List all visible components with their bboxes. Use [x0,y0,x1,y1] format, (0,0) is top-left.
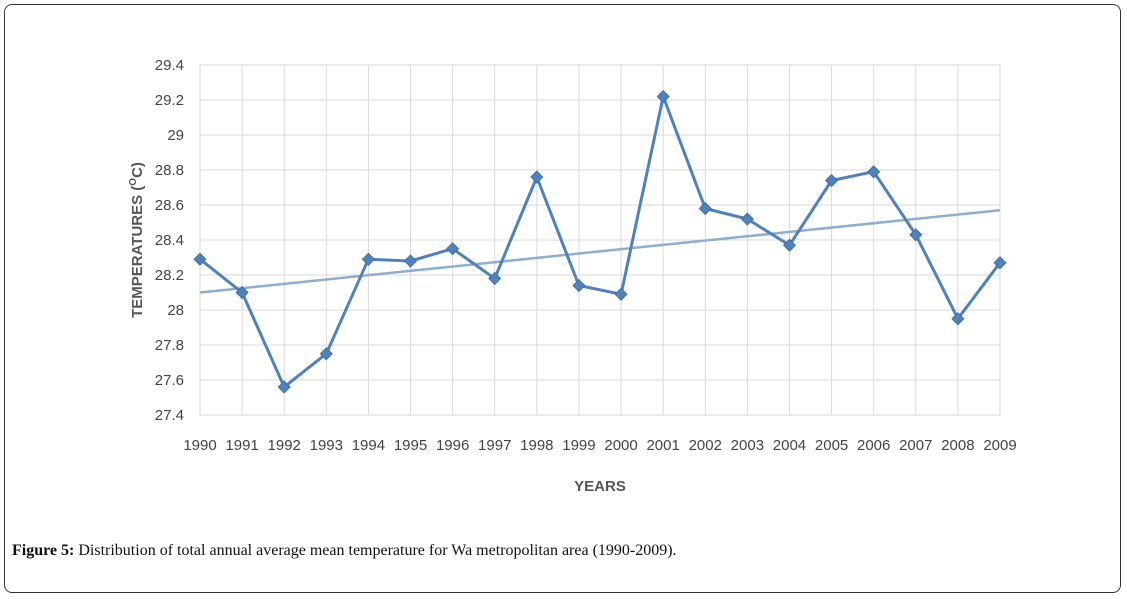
x-axis-title: YEARS [574,478,626,495]
x-tick-label: 2006 [857,437,890,454]
data-point-1993 [319,347,333,361]
data-point-2002 [698,201,712,216]
y-axis-title-open: ( [129,186,146,191]
y-axis-title-degree: O [128,178,139,186]
grid-lines [199,64,1001,416]
caption-text: Distribution of total annual average mea… [74,542,677,559]
x-tick-labels: 1990 1991 1992 1993 1994 1995 1996 1997 1998 1999… [183,437,1016,454]
y-axis-title-rest: C) [129,162,146,178]
marker-group [193,89,1007,394]
temperature-line-chart: 27.4 27.6 27.8 28 28.2 28.4 28.6 28.8 29 29.2 29.4… [128,57,1017,495]
x-tick-label: 1990 [183,437,216,454]
x-tick-label: 1999 [562,437,595,454]
y-tick-labels: 27.4 27.6 27.8 28 28.2 28.4 28.6 28.8 29 29.2 29.4 [155,57,184,424]
x-tick-label: 1997 [478,437,511,454]
y-tick-label: 28.2 [155,267,184,284]
data-point-1997 [488,271,502,286]
data-point-1995 [403,254,418,268]
series-line [199,95,1002,389]
data-point-2000 [614,287,628,301]
x-tick-label: 1995 [394,437,427,454]
series-group [199,95,1002,389]
x-tick-label: 1992 [268,437,301,454]
data-point-2004 [782,238,797,252]
y-tick-label: 27.4 [155,407,184,424]
x-tick-label: 2001 [646,437,679,454]
data-point-1998 [530,170,544,184]
x-tick-label: 2005 [815,437,848,454]
y-tick-label: 27.6 [155,372,184,389]
y-tick-label: 28.8 [155,162,184,179]
x-tick-label: 1993 [310,437,343,454]
y-axis-title: TEMPERATURES (OC) [128,162,146,318]
data-point-1994 [361,252,375,266]
x-tick-label: 2000 [604,437,637,454]
data-point-2007 [909,228,923,242]
figure-frame [4,4,1121,593]
data-point-2006 [867,165,881,179]
data-point-1999 [572,278,586,293]
y-tick-label: 29.2 [155,92,184,109]
x-tick-label: 2003 [731,437,764,454]
y-tick-label: 27.8 [155,337,184,354]
trendline [199,209,1001,294]
x-tick-label: 1996 [436,437,469,454]
y-tick-label: 28 [167,302,184,319]
y-tick-label: 28.6 [155,197,184,214]
x-tick-label: 2002 [689,437,722,454]
x-tick-label: 2009 [983,437,1016,454]
y-tick-label: 29 [167,127,184,144]
data-point-2001 [656,89,670,104]
data-point-2005 [825,173,839,188]
y-axis-title-main: TEMPERATURES [129,195,146,318]
data-point-1996 [446,242,460,256]
data-point-2003 [740,212,754,226]
caption-label: Figure 5: [12,542,75,559]
figure-caption: Figure 5: Distribution of total annual a… [12,542,677,560]
data-point-2008 [951,312,965,326]
x-tick-label: 1994 [352,437,385,454]
x-tick-label: 2004 [773,437,806,454]
data-point-1990 [193,252,207,266]
x-tick-label: 1991 [225,437,258,454]
x-tick-label: 2008 [941,437,974,454]
trendline-group [199,209,1001,294]
x-tick-label: 2007 [899,437,932,454]
x-tick-label: 1998 [520,437,553,454]
data-point-1992 [277,380,291,394]
data-point-1991 [235,285,249,300]
y-tick-label: 28.4 [155,232,184,249]
data-point-2009 [993,256,1007,270]
y-tick-label: 29.4 [155,57,184,74]
